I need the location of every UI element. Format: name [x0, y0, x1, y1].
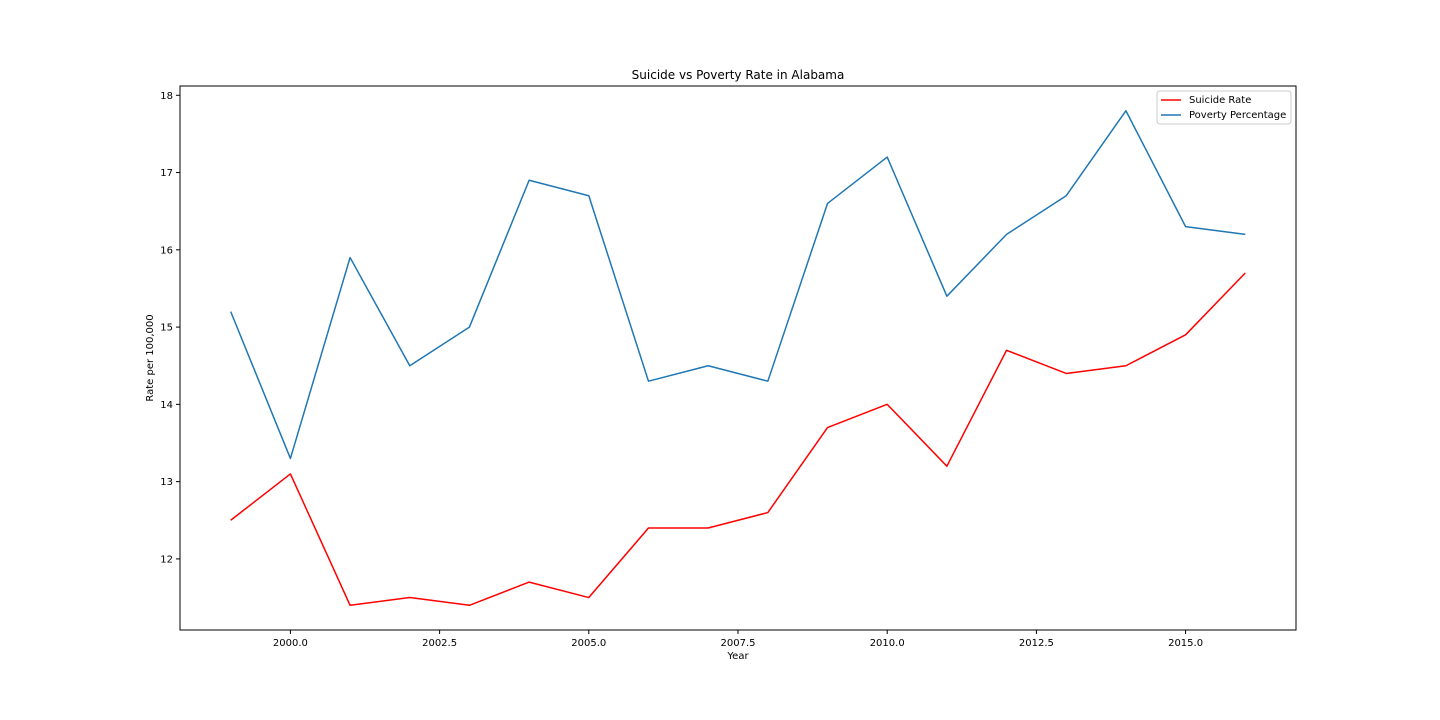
y-tick-label: 14 [160, 400, 173, 411]
chart-title: Suicide vs Poverty Rate in Alabama [632, 68, 845, 82]
y-tick-label: 13 [160, 477, 173, 488]
y-tick-label: 15 [160, 323, 173, 334]
series-lines [230, 109, 1246, 607]
y-axis: 12 13 14 15 16 17 18 [160, 91, 180, 565]
x-tick-label: 2015.0 [1168, 638, 1203, 649]
series-line-poverty-percentage [230, 109, 1246, 460]
x-tick-label: 2012.5 [1019, 638, 1054, 649]
y-tick-label: 17 [160, 168, 173, 179]
legend: Suicide Rate Poverty Percentage [1156, 90, 1292, 125]
y-tick-label: 12 [160, 554, 173, 565]
plot-area [179, 85, 1297, 631]
legend-box [1156, 90, 1292, 125]
y-tick-label: 18 [160, 91, 173, 102]
x-tick-label: 2005.0 [571, 638, 606, 649]
x-tick-label: 2000.0 [273, 638, 308, 649]
legend-label-poverty-percentage: Poverty Percentage [1189, 110, 1286, 121]
y-tick-label: 16 [160, 245, 173, 256]
x-axis-label: Year [726, 651, 749, 662]
series-line-suicide-rate [230, 272, 1246, 607]
legend-label-suicide-rate: Suicide Rate [1189, 95, 1251, 106]
x-tick-label: 2007.5 [721, 638, 756, 649]
x-axis: 2000.0 2002.5 2005.0 2007.5 2010.0 2012.5 2015… [273, 630, 1203, 649]
x-tick-label: 2010.0 [870, 638, 905, 649]
x-tick-label: 2002.5 [422, 638, 457, 649]
y-axis-label: Rate per 100,000 [145, 314, 156, 401]
